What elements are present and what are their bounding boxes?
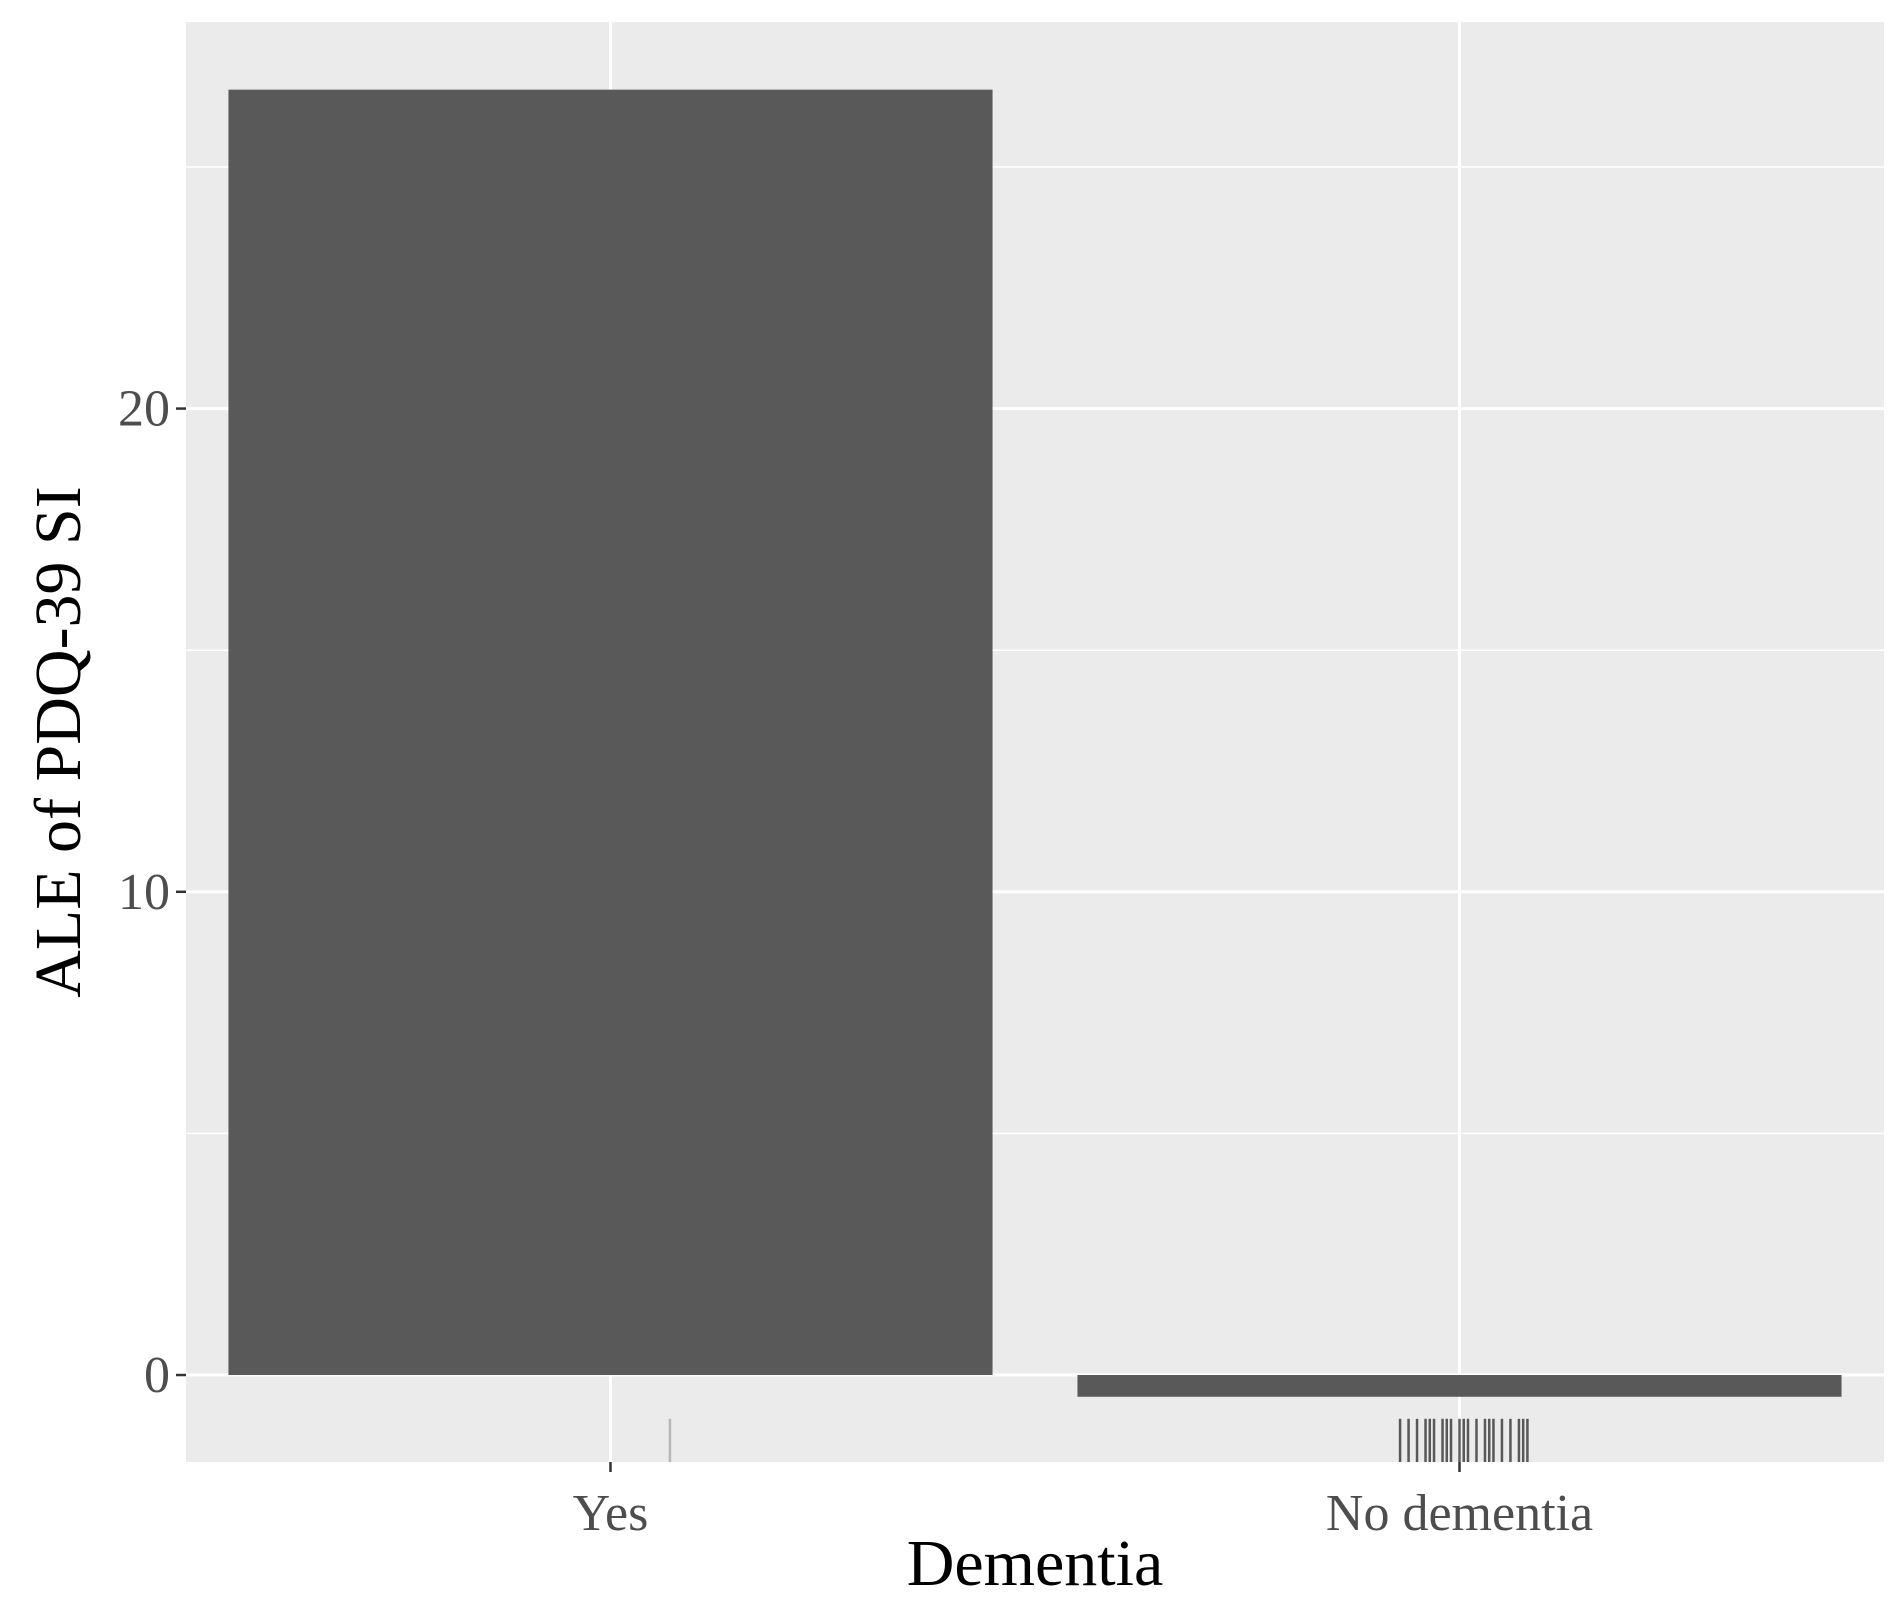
bar-no-dementia	[1077, 1375, 1842, 1397]
bar-yes	[228, 89, 993, 1376]
x-tick-label: Yes	[573, 1485, 649, 1542]
x-tick-label: No dementia	[1326, 1485, 1593, 1542]
x-axis-title: Dementia	[907, 1527, 1164, 1600]
y-tick-label: 20	[118, 381, 170, 438]
y-tick-label: 10	[118, 864, 170, 921]
y-axis: 0 10 20	[118, 381, 186, 1404]
rug-marks	[668, 1418, 1529, 1462]
x-axis: Yes No dementia	[573, 1462, 1593, 1542]
bars	[228, 89, 1842, 1397]
y-tick-label: 0	[144, 1347, 170, 1404]
y-axis-title: ALE of PDQ-39 SI	[22, 486, 95, 997]
